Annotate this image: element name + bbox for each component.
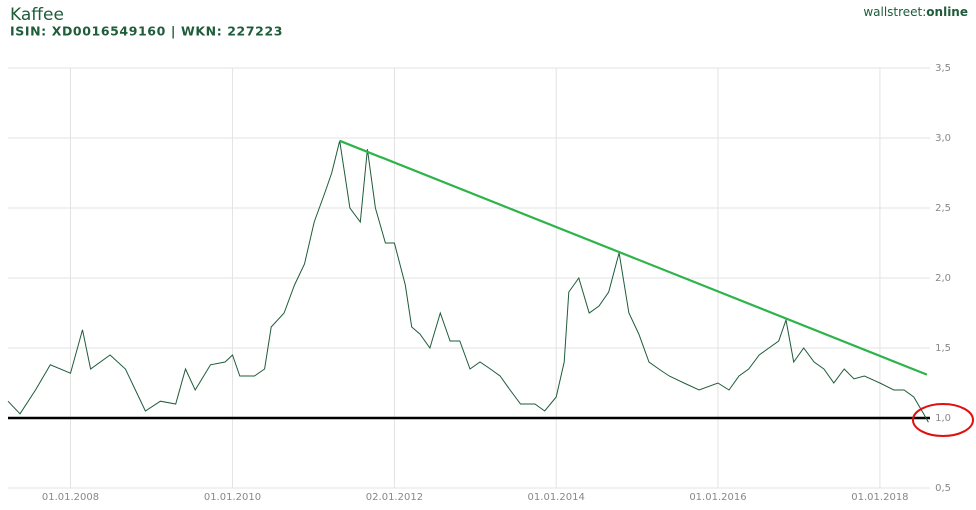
price-line <box>7 140 929 423</box>
chart-subtitle: ISIN: XD0016549160 | WKN: 227223 <box>10 24 283 39</box>
y-tick-label: 3,0 <box>935 133 951 144</box>
x-tick-label: 01.01.2018 <box>851 492 908 503</box>
chart-title: Kaffee <box>10 5 64 25</box>
x-tick-label: 01.01.2016 <box>689 492 746 503</box>
x-tick-label: 01.01.2008 <box>42 492 99 503</box>
grid: 0,5 1,0 1,5 2,0 2,5 3,0 3,5 01.01.2008 01.01.201… <box>8 63 951 503</box>
highlight-circle <box>912 403 974 437</box>
y-tick-label: 3,5 <box>935 63 951 74</box>
y-tick-label: 0,5 <box>935 483 951 494</box>
y-tick-label: 2,5 <box>935 203 951 214</box>
x-tick-label: 01.01.2010 <box>204 492 261 503</box>
brand-suffix: online <box>926 5 968 19</box>
trend-line <box>339 139 928 376</box>
y-tick-label: 1,5 <box>935 343 951 354</box>
x-tick-label: 01.01.2014 <box>528 492 585 503</box>
x-tick-label: 02.01.2012 <box>366 492 423 503</box>
marks <box>7 139 930 423</box>
brand-prefix: wallstreet: <box>863 5 926 19</box>
brand: wallstreet:online <box>863 5 968 19</box>
y-tick-label: 2,0 <box>935 273 951 284</box>
y-tick-label: 1,0 <box>935 413 951 424</box>
